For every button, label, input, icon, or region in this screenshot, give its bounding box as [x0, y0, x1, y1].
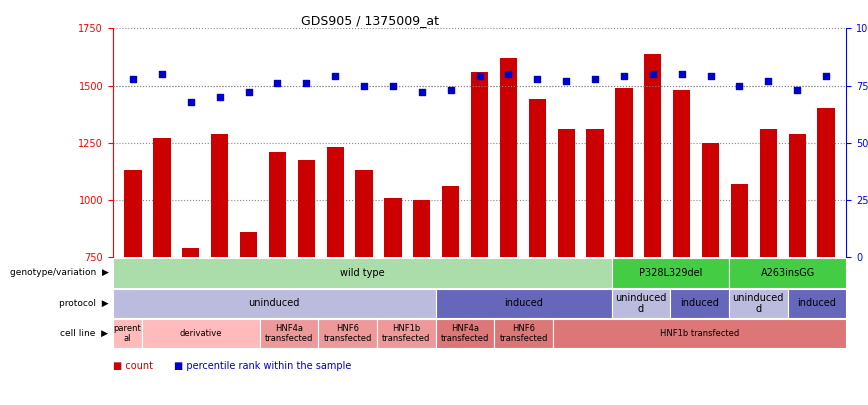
Text: uninduced: uninduced	[248, 298, 299, 308]
Point	[386, 82, 400, 89]
Title: GDS905 / 1375009_at: GDS905 / 1375009_at	[300, 14, 438, 27]
Bar	[154, 138, 171, 257]
Bar	[729, 258, 846, 288]
Bar	[788, 134, 806, 257]
Point	[357, 82, 371, 89]
Bar	[124, 170, 141, 257]
Text: HNF6
transfected: HNF6 transfected	[324, 324, 372, 343]
Text: A263insGG: A263insGG	[760, 268, 815, 278]
Text: protocol  ▶: protocol ▶	[59, 299, 108, 308]
Bar	[494, 319, 553, 348]
Point	[502, 71, 516, 77]
Point	[674, 71, 688, 77]
Text: induced: induced	[798, 298, 837, 308]
Bar	[113, 258, 612, 288]
Point	[271, 80, 285, 87]
Bar	[319, 319, 377, 348]
Bar	[326, 147, 344, 257]
Bar	[377, 319, 436, 348]
Bar	[729, 289, 787, 318]
Text: induced: induced	[504, 298, 543, 308]
Bar	[673, 90, 690, 257]
Bar	[269, 152, 286, 257]
Bar	[182, 248, 200, 257]
Text: HNF4a
transfected: HNF4a transfected	[265, 324, 313, 343]
Bar	[113, 289, 436, 318]
Text: induced: induced	[681, 298, 719, 308]
Bar	[612, 289, 670, 318]
Point	[819, 73, 833, 80]
Bar	[553, 319, 846, 348]
Text: HNF1b
transfected: HNF1b transfected	[382, 324, 431, 343]
Bar	[612, 258, 729, 288]
Bar	[240, 232, 257, 257]
Point	[444, 87, 457, 94]
Point	[213, 94, 227, 100]
Bar	[260, 319, 319, 348]
Bar	[442, 186, 459, 257]
Text: HNF4a
transfected: HNF4a transfected	[441, 324, 489, 343]
Point	[415, 89, 429, 96]
Point	[733, 82, 746, 89]
Bar	[298, 160, 315, 257]
Bar	[529, 99, 546, 257]
Point	[617, 73, 631, 80]
Bar	[142, 319, 260, 348]
Bar	[670, 289, 729, 318]
Text: ■ percentile rank within the sample: ■ percentile rank within the sample	[174, 360, 351, 371]
Point	[184, 98, 198, 105]
Bar	[787, 289, 846, 318]
Bar	[644, 53, 661, 257]
Text: uninduced
d: uninduced d	[615, 292, 667, 314]
Bar	[436, 319, 494, 348]
Bar	[211, 134, 228, 257]
Point	[126, 75, 140, 82]
Point	[530, 75, 544, 82]
Text: HNF6
transfected: HNF6 transfected	[499, 324, 548, 343]
Point	[299, 80, 313, 87]
Bar	[731, 184, 748, 257]
Bar	[702, 143, 720, 257]
Text: uninduced
d: uninduced d	[733, 292, 784, 314]
Point	[328, 73, 342, 80]
Bar	[760, 129, 777, 257]
Text: wild type: wild type	[340, 268, 385, 278]
Text: cell line  ▶: cell line ▶	[61, 329, 108, 338]
Bar	[471, 72, 488, 257]
Text: genotype/variation  ▶: genotype/variation ▶	[10, 269, 108, 277]
Bar	[587, 129, 604, 257]
Text: HNF1b transfected: HNF1b transfected	[660, 329, 740, 338]
Point	[472, 73, 486, 80]
Bar	[615, 88, 633, 257]
Point	[646, 71, 660, 77]
Bar	[436, 289, 612, 318]
Point	[704, 73, 718, 80]
Point	[761, 78, 775, 84]
Text: ■ count: ■ count	[113, 360, 153, 371]
Point	[155, 71, 169, 77]
Text: derivative: derivative	[180, 329, 222, 338]
Bar	[355, 170, 372, 257]
Bar	[557, 129, 575, 257]
Bar	[500, 58, 517, 257]
Point	[241, 89, 255, 96]
Point	[589, 75, 602, 82]
Bar	[818, 109, 835, 257]
Bar	[385, 198, 402, 257]
Bar	[413, 200, 431, 257]
Text: P328L329del: P328L329del	[639, 268, 702, 278]
Point	[559, 78, 573, 84]
Text: parent
al: parent al	[114, 324, 141, 343]
Bar	[113, 319, 142, 348]
Point	[790, 87, 804, 94]
